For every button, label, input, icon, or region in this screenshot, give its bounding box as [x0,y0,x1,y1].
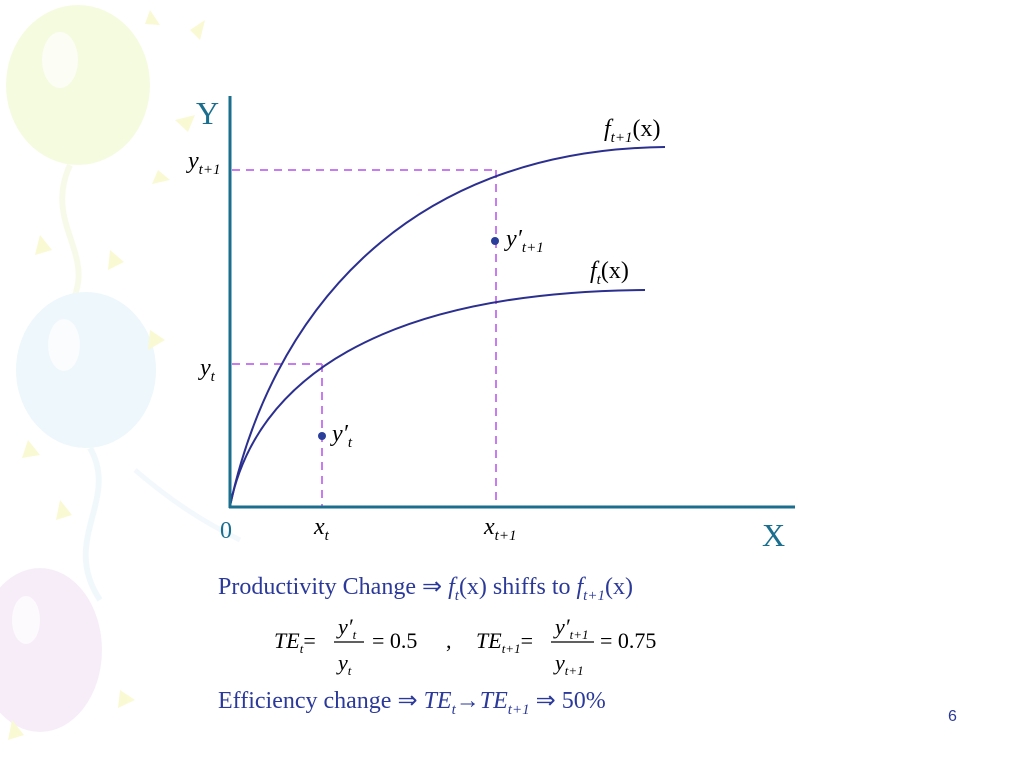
te-t-denominator: yt [336,650,352,678]
technical-efficiency-formulas: TEt= y′t yt = 0.5 , TEt+1= y′t+1 yt+1 = … [274,614,656,678]
efficiency-change-line: Efficiency change ⇒ TEt→TEt+1 ⇒ 50% [218,686,606,719]
efficiency-prefix: Efficiency change [218,688,392,714]
te-t1-lhs: TEt+1= [476,628,533,656]
te-t-lhs: TEt= [274,628,316,656]
x-tick-t1: xt+1 [483,514,516,544]
curve-label-t1: ft+1(x) [604,116,660,146]
f2-subscript: t+1 [583,588,605,604]
balloon-blue [16,292,156,448]
productivity-prefix: Productivity Change [218,574,416,600]
frontier-curve-t [229,289,646,507]
point-y-prime-t1 [491,237,499,245]
right-arrow: → [455,688,480,714]
te2-symbol: TE [479,688,508,714]
productivity-change-line: Productivity Change ⇒ ft(x) shiffs to ft… [218,572,633,605]
point-label-t: y′t [330,421,353,451]
y-tick-t: yt [198,355,216,385]
te2-subscript: t+1 [507,702,530,718]
f-argument: (x) [458,574,487,600]
y-tick-t1: yt+1 [186,148,220,178]
efficiency-result: 50% [561,688,606,714]
te-symbol: TE [423,688,452,714]
implies-arrow: ⇒ [421,574,443,600]
frontier-curve-t1 [229,146,666,507]
te-t1-numerator: y′t+1 [553,614,588,642]
shift-text: shiffs to [492,574,571,600]
page-number: 6 [948,708,957,725]
te-t-result: = 0.5 [372,628,417,653]
balloon-purple [0,568,102,732]
f2-symbol: f [576,574,584,600]
point-y-prime-t [318,432,326,440]
implies-arrow-2: ⇒ [535,688,556,714]
x-axis-label: X [762,517,785,553]
curve-label-t: ft(x) [590,258,629,288]
implies-arrow: ⇒ [397,688,418,714]
formula-separator: , [446,628,452,653]
x-tick-t: xt [313,514,330,544]
origin-label: 0 [220,518,232,544]
te-t-numerator: y′t [336,614,357,642]
te-t1-result: = 0.75 [600,628,656,653]
te-subscript: t [451,702,456,718]
f-symbol: f [448,574,455,600]
y-axis-label: Y [196,95,219,131]
point-label-t1: y′t+1 [504,226,544,256]
f-subscript: t [454,588,459,604]
te-t1-denominator: yt+1 [553,650,584,678]
f2-argument: (x) [604,574,633,600]
balloon-yellow [6,5,150,165]
